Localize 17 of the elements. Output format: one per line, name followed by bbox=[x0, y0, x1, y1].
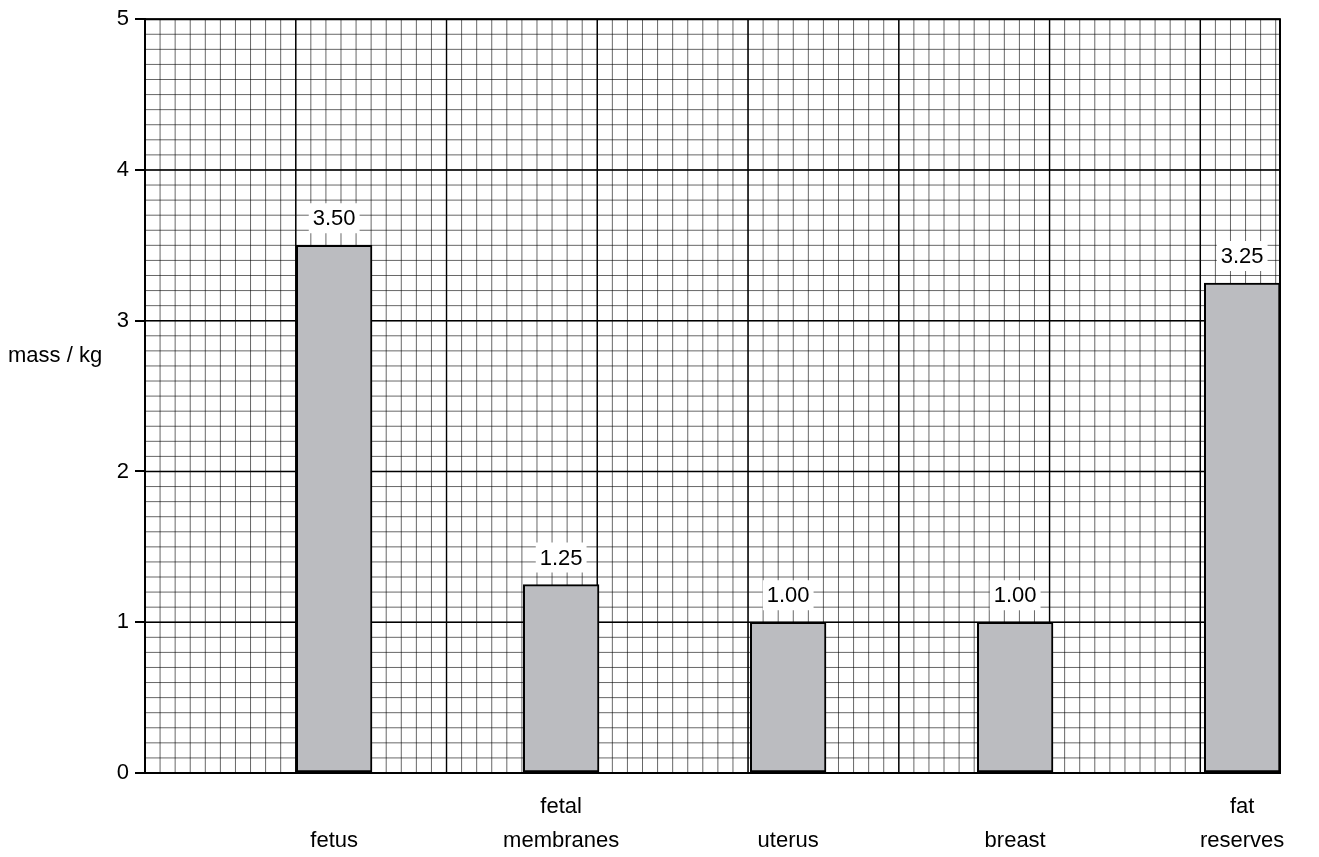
y-tick-label: 3 bbox=[116, 306, 129, 332]
y-axis-title: mass / kg bbox=[8, 342, 103, 368]
y-tick-label: 1 bbox=[116, 608, 129, 634]
y-tick-label: 5 bbox=[116, 5, 129, 31]
x-tick-label: fetus bbox=[310, 827, 359, 852]
data-label: 1.25 bbox=[539, 544, 583, 570]
data-label: 1.00 bbox=[766, 582, 810, 608]
x-tick-label: fetal membranes bbox=[503, 793, 620, 852]
x-tick-label: breast bbox=[984, 827, 1046, 852]
data-label: 3.50 bbox=[312, 205, 356, 231]
y-tick-label: 0 bbox=[116, 759, 129, 785]
x-tick-label: fat reserves bbox=[1199, 793, 1285, 852]
x-tick-label: uterus bbox=[757, 827, 819, 852]
y-tick-label: 4 bbox=[116, 156, 129, 182]
data-label: 1.00 bbox=[993, 582, 1037, 608]
data-label: 3.25 bbox=[1220, 243, 1264, 269]
y-tick-label: 2 bbox=[116, 457, 129, 483]
